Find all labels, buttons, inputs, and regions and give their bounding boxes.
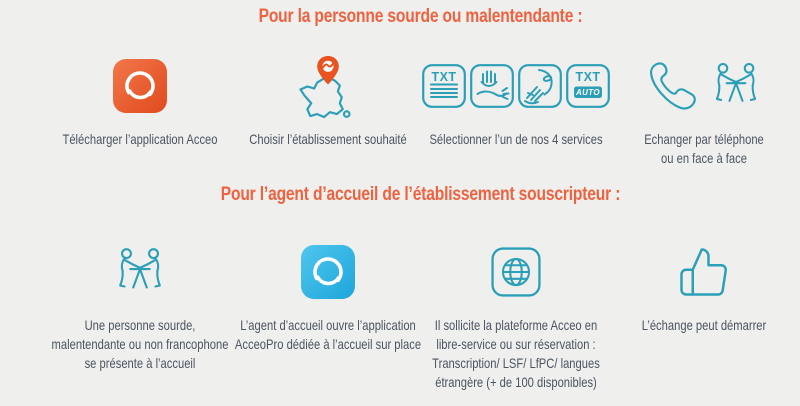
step-caption: Une personne sourde, malentendante ou no… — [51, 317, 229, 371]
step-select-service: TXT — [422, 28, 610, 168]
face-to-face-icon — [715, 63, 757, 102]
step-caption: Echanger par téléphone ou en face à face — [644, 131, 764, 166]
globe-icon — [491, 240, 541, 304]
step-exchange-start: L’échange peut démarrer — [610, 206, 798, 392]
service-txt-icon: TXT — [422, 64, 466, 108]
step-caption: L’agent d’accueil ouvre l’application Ac… — [234, 317, 422, 352]
phone-icon — [650, 62, 696, 110]
step-choose-establishment: Choisir l’établissement souhaité — [234, 28, 422, 168]
step-exchange-phone-face: Echanger par téléphone ou en face à face — [610, 28, 798, 168]
step-platform-request: Il sollicite la plateforme Acceo en libr… — [422, 206, 610, 392]
step-agent-opens-app: L’agent d’accueil ouvre l’application Ac… — [234, 206, 422, 392]
phone-and-face-to-face-icons — [645, 54, 763, 118]
step-caption: L’échange peut démarrer — [641, 317, 767, 333]
step-caption: Choisir l’établissement souhaité — [249, 131, 407, 147]
step-caption: Télécharger l’application Acceo — [62, 131, 218, 147]
section-deaf-title: Pour la personne sourde ou malentendante… — [258, 6, 583, 27]
face-to-face-desk-icon — [112, 240, 168, 304]
section-agent-steps: Une personne sourde, malentendante ou no… — [0, 206, 800, 392]
section-deaf-steps: Télécharger l’application Acceo Choisir … — [0, 28, 800, 168]
acceo-infographic: Pour la personne sourde ou malentendante… — [0, 6, 800, 406]
acceo-app-orange-icon — [112, 54, 168, 118]
section-deaf: Pour la personne sourde ou malentendante… — [0, 6, 800, 168]
auto-label: AUTO — [575, 88, 600, 97]
step-download-app: Télécharger l’application Acceo — [46, 28, 234, 168]
step-caption: Il sollicite la plateforme Acceo en libr… — [432, 317, 600, 390]
txt-label: TXT — [431, 70, 456, 84]
service-sign-language-icon — [470, 64, 514, 108]
txt-label: TXT — [575, 70, 600, 84]
section-agent-title: Pour l’agent d’accueil de l’établissemen… — [220, 184, 621, 205]
service-cued-speech-icon — [518, 64, 562, 108]
france-map-pin-icon — [297, 54, 359, 119]
step-caption: Sélectionner l’un de nos 4 services — [429, 131, 603, 147]
section-agent: Pour l’agent d’accueil de l’établissemen… — [0, 184, 800, 392]
acceo-app-blue-icon — [300, 240, 356, 304]
service-txt-auto-icon: TXT AUTO — [566, 64, 610, 108]
step-visitor-arrives: Une personne sourde, malentendante ou no… — [46, 206, 234, 392]
four-services-icons: TXT — [422, 54, 610, 118]
thumbs-up-icon — [677, 240, 731, 304]
